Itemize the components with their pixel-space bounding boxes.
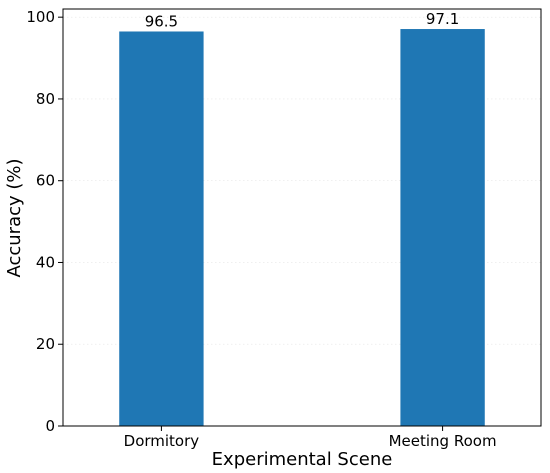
data-label-meeting-room: 97.1	[426, 10, 459, 28]
y-tick-label-40: 40	[36, 253, 55, 271]
y-tick-label-100: 100	[26, 8, 55, 26]
bar-meeting-room	[400, 29, 485, 427]
data-label-dormitory: 96.5	[145, 12, 178, 30]
y-tick-label-60: 60	[36, 172, 55, 190]
bar-dormitory	[119, 31, 204, 427]
y-tick-label-80: 80	[36, 90, 55, 108]
x-tick-label-meeting-room: Meeting Room	[389, 432, 497, 450]
x-axis-label: Experimental Scene	[212, 449, 393, 470]
data-labels: 96.5 97.1	[145, 10, 460, 30]
plot-area-frame	[62, 8, 542, 427]
bars	[119, 29, 485, 427]
x-tick-label-dormitory: Dormitory	[124, 432, 200, 450]
y-axis-ticks: 0 20 40 60 80 100	[26, 8, 63, 435]
y-tick-label-20: 20	[36, 335, 55, 353]
x-axis-ticks: Dormitory Meeting Room	[124, 426, 497, 450]
y-axis-label: Accuracy (%)	[4, 158, 25, 277]
y-tick-label-0: 0	[45, 417, 55, 435]
